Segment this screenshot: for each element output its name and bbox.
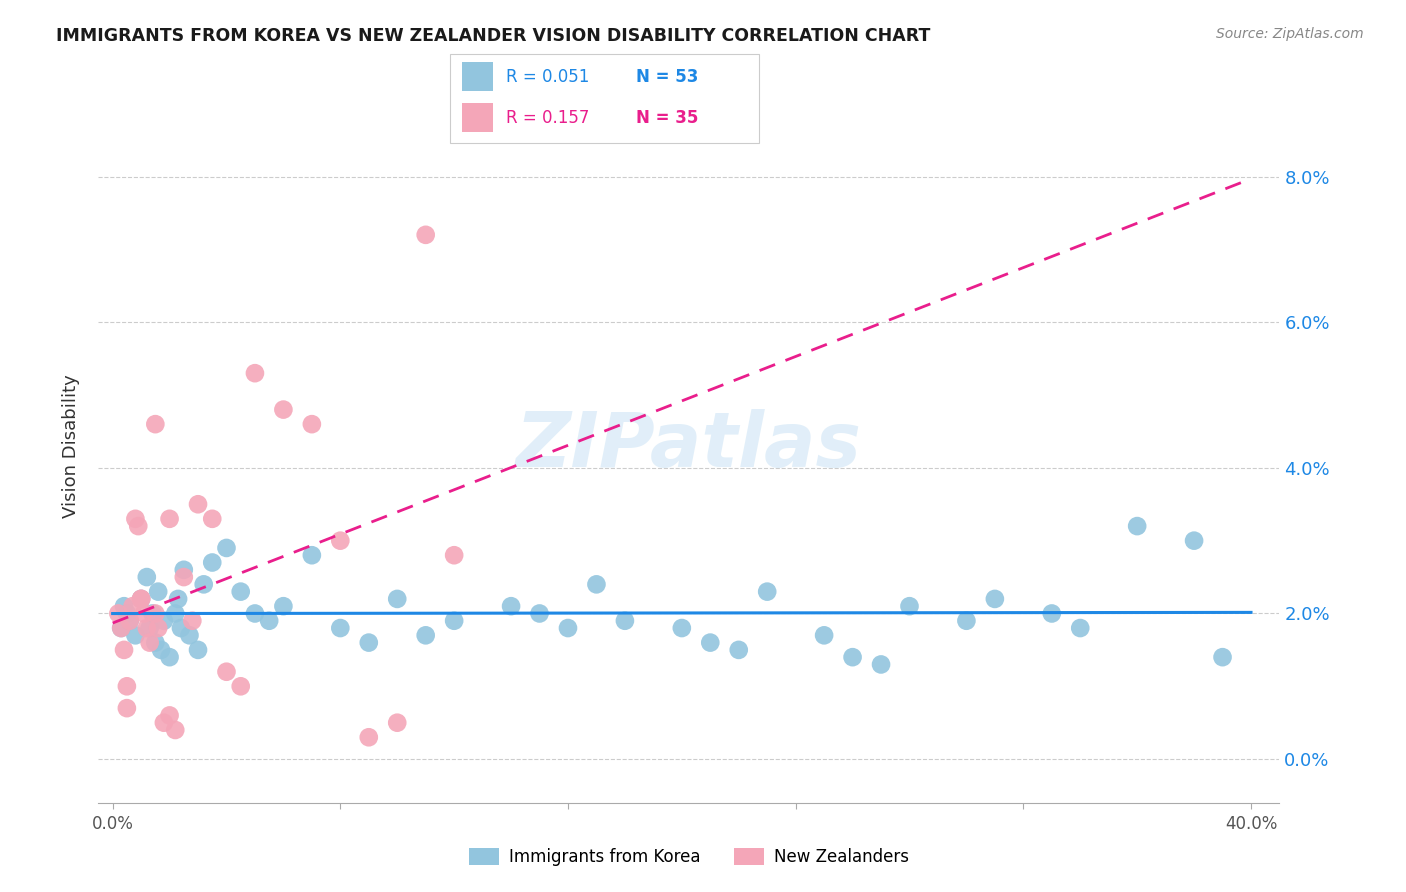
Text: Source: ZipAtlas.com: Source: ZipAtlas.com (1216, 27, 1364, 41)
Point (124, 512, 146, 526)
Point (387, 715, 409, 730)
Point (301, 548, 323, 562)
Legend: Immigrants from Korea, New Zealanders: Immigrants from Korea, New Zealanders (463, 841, 915, 873)
Point (153, 614, 176, 628)
Point (499, 599, 522, 614)
Point (613, 614, 636, 628)
Point (699, 635, 721, 649)
Point (273, 599, 295, 614)
Point (898, 599, 921, 614)
Point (257, 614, 280, 628)
Point (187, 643, 209, 657)
Point (143, 607, 166, 621)
Bar (463, 62, 494, 91)
Point (159, 708, 181, 723)
Point (118, 614, 141, 628)
Point (112, 643, 135, 657)
Point (557, 621, 579, 635)
Point (179, 628, 201, 642)
Point (215, 665, 238, 679)
Point (135, 570, 157, 584)
Point (115, 679, 138, 693)
Point (110, 621, 132, 635)
Point (115, 607, 138, 621)
Point (127, 519, 149, 533)
Point (243, 607, 266, 621)
Point (173, 570, 195, 584)
Point (671, 621, 693, 635)
Point (124, 628, 146, 642)
Point (173, 563, 195, 577)
Point (415, 227, 437, 242)
Point (229, 679, 252, 693)
Point (167, 591, 190, 606)
Point (143, 417, 166, 432)
Y-axis label: Vision Disability: Vision Disability (62, 374, 80, 518)
Point (129, 591, 152, 606)
Text: N = 53: N = 53 (636, 68, 697, 86)
Point (187, 497, 209, 511)
Point (153, 715, 176, 730)
Point (443, 548, 465, 562)
Text: ZIPatlas: ZIPatlas (516, 409, 862, 483)
Point (165, 607, 187, 621)
Point (143, 635, 166, 649)
Point (135, 621, 157, 635)
Point (529, 607, 551, 621)
Point (159, 650, 181, 665)
Point (150, 643, 173, 657)
Point (329, 621, 352, 635)
Bar (463, 103, 494, 132)
Point (193, 577, 215, 591)
Point (841, 650, 863, 665)
Point (181, 614, 204, 628)
Point (1069, 621, 1091, 635)
Point (129, 591, 152, 606)
Point (229, 584, 252, 599)
Point (357, 635, 380, 649)
Point (1212, 650, 1234, 665)
Point (756, 584, 779, 599)
Point (118, 614, 141, 628)
Point (201, 512, 224, 526)
Point (110, 621, 132, 635)
Point (984, 591, 1007, 606)
Point (870, 657, 893, 672)
Text: N = 35: N = 35 (636, 109, 697, 127)
Point (132, 607, 155, 621)
Point (148, 621, 170, 635)
Point (955, 614, 977, 628)
Point (585, 577, 607, 591)
Point (148, 584, 170, 599)
Point (201, 556, 224, 570)
Point (165, 723, 187, 737)
Point (415, 628, 437, 642)
Text: R = 0.157: R = 0.157 (506, 109, 589, 127)
Point (129, 591, 152, 606)
Point (107, 607, 129, 621)
Point (243, 366, 266, 380)
Point (813, 628, 835, 642)
Point (1040, 607, 1063, 621)
Point (121, 599, 143, 614)
Point (170, 621, 193, 635)
Text: R = 0.051: R = 0.051 (506, 68, 589, 86)
Point (727, 643, 749, 657)
Point (357, 731, 380, 745)
Point (215, 541, 238, 555)
Point (138, 635, 160, 649)
Point (141, 607, 163, 621)
Point (1182, 533, 1205, 548)
Point (387, 591, 409, 606)
Text: IMMIGRANTS FROM KOREA VS NEW ZEALANDER VISION DISABILITY CORRELATION CHART: IMMIGRANTS FROM KOREA VS NEW ZEALANDER V… (56, 27, 931, 45)
Point (159, 512, 181, 526)
Point (301, 417, 323, 432)
Point (112, 599, 135, 614)
Point (138, 621, 160, 635)
Point (115, 701, 138, 715)
Point (273, 402, 295, 417)
Point (443, 614, 465, 628)
Point (1126, 519, 1149, 533)
Point (329, 533, 352, 548)
